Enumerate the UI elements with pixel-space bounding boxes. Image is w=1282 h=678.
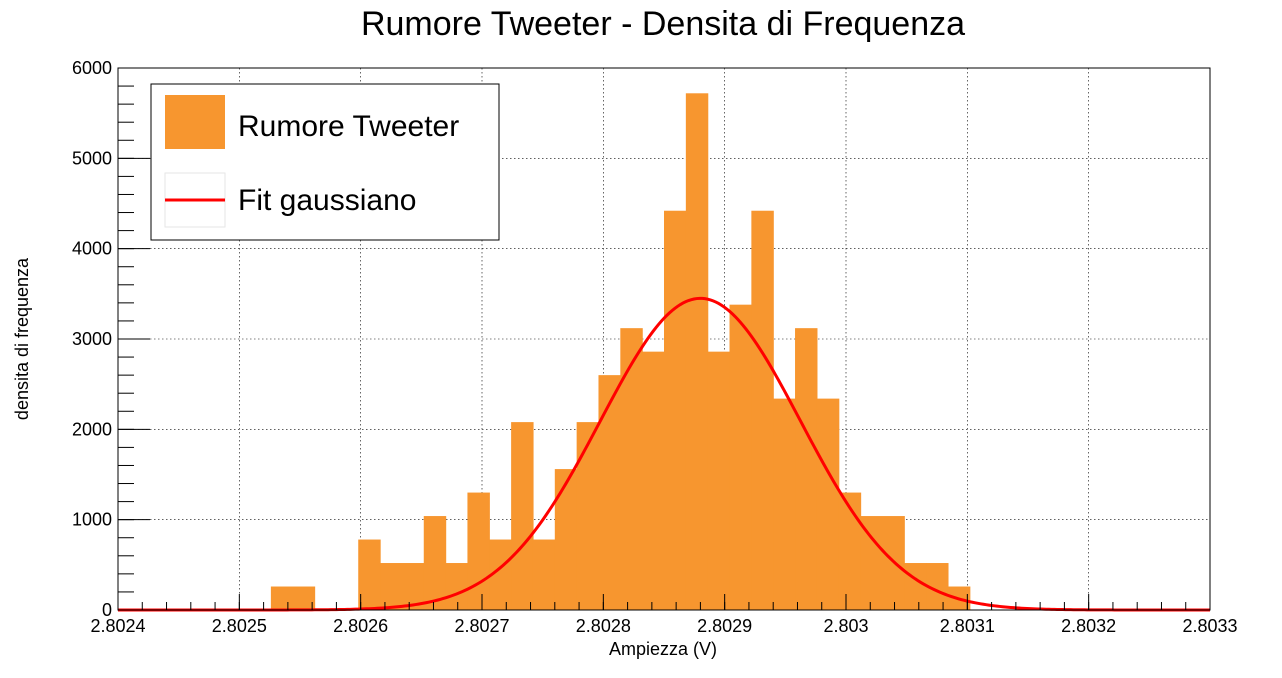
legend-label-histogram: Rumore Tweeter <box>238 110 459 143</box>
histogram-bar <box>642 351 665 610</box>
x-tick-label: 2.8025 <box>212 616 267 636</box>
histogram-bar <box>511 422 534 610</box>
histogram-bar <box>795 328 818 610</box>
x-tick-label: 2.8031 <box>940 616 995 636</box>
x-tick-label: 2.8024 <box>90 616 145 636</box>
histogram-bar <box>270 586 316 610</box>
histogram-bar <box>904 563 927 610</box>
legend: Rumore Tweeter Fit gaussiano <box>150 83 500 241</box>
histogram-bar <box>620 328 643 610</box>
y-tick-label: 2000 <box>72 419 112 439</box>
x-tick-label: 2.8028 <box>576 616 631 636</box>
y-tick-label: 1000 <box>72 510 112 530</box>
histogram-bar <box>751 210 774 610</box>
x-tick-label: 2.8033 <box>1182 616 1237 636</box>
y-tick-label: 4000 <box>72 239 112 259</box>
legend-swatch-histogram <box>165 95 225 149</box>
histogram-bar <box>358 539 381 610</box>
histogram-bar <box>707 351 731 610</box>
histogram-bar <box>773 398 796 610</box>
x-tick-label: 2.8026 <box>333 616 388 636</box>
histogram-bar <box>423 516 447 610</box>
histogram-bar <box>838 492 862 610</box>
histogram-bar <box>664 210 687 610</box>
y-axis-title: densita di frequenza <box>12 257 32 420</box>
histogram-bar <box>729 304 752 610</box>
y-tick-label: 0 <box>102 600 112 620</box>
histogram-bar <box>489 539 512 610</box>
histogram-bar <box>532 539 556 610</box>
y-tick-label: 5000 <box>72 148 112 168</box>
x-tick-label: 2.8027 <box>454 616 509 636</box>
axes: 2.8024 2.8025 2.8026 2.8027 2.8028 2.8029 2.80… <box>72 58 1238 636</box>
legend-label-fit: Fit gaussiano <box>238 184 416 217</box>
histogram-bar <box>598 375 621 610</box>
chart-title: Rumore Tweeter - Densita di Frequenza <box>361 5 965 43</box>
histogram-bar <box>467 492 490 610</box>
y-tick-label: 6000 <box>72 58 112 78</box>
histogram-bar <box>576 422 600 610</box>
histogram-bar <box>380 563 425 610</box>
y-tick-label: 3000 <box>72 329 112 349</box>
histogram-bar <box>685 93 709 610</box>
x-tick-label: 2.8029 <box>697 616 752 636</box>
x-tick-label: 2.8032 <box>1061 616 1116 636</box>
histogram-bar <box>816 398 840 610</box>
histogram-bar <box>445 563 469 610</box>
x-tick-label: 2.803 <box>823 616 868 636</box>
x-axis-title: Ampiezza (V) <box>609 639 717 659</box>
histogram-bar <box>926 563 949 610</box>
histogram-bar <box>554 469 578 610</box>
